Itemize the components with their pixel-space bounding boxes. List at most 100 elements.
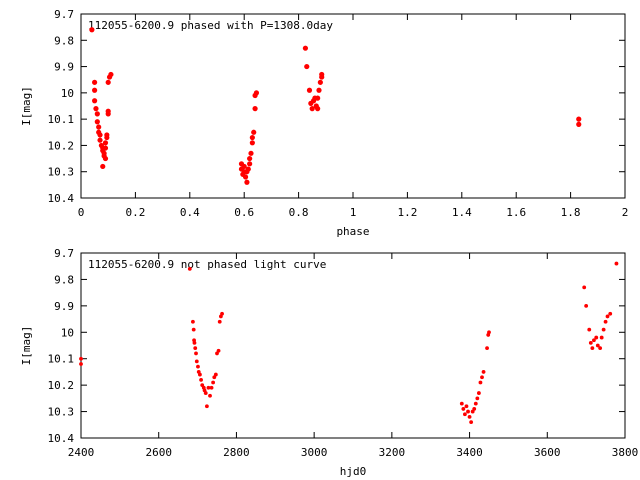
phased-data-point: [244, 179, 250, 185]
phased-data-point: [94, 119, 100, 125]
unphased-data-point: [220, 311, 224, 316]
unphased-data-point: [469, 420, 474, 425]
unphased-x-axis-label: hjd0: [340, 465, 367, 478]
phased-data-point: [576, 116, 582, 122]
unphased-data-point: [194, 359, 199, 364]
unphased-data-point: [598, 346, 603, 351]
unphased-data-point: [485, 346, 489, 351]
unphased-y-tick-label: 10.4: [48, 432, 75, 445]
unphased-data-point: [476, 391, 481, 395]
phased-y-axis-label: I[mag]: [20, 86, 33, 126]
unphased-data-point: [481, 370, 486, 374]
unphased-y-tick-label: 9.8: [54, 273, 74, 286]
phased-data-point: [302, 45, 308, 51]
unphased-data-point: [473, 401, 478, 406]
phased-data-point: [315, 106, 321, 112]
phased-data-point: [104, 132, 110, 138]
phased-data-point: [97, 132, 103, 138]
phased-y-tick-label: 10.3: [48, 166, 75, 179]
phased-data-point: [97, 137, 103, 143]
unphased-plot-frame: [80, 252, 626, 439]
phased-x-tick-label: 1.2: [397, 206, 417, 219]
unphased-x-tick-label: 3600: [534, 446, 561, 459]
unphased-data-point: [198, 372, 202, 377]
unphased-x-tick-label: 3800: [612, 446, 639, 459]
phased-x-tick-label: 0: [78, 206, 85, 219]
unphased-data-point: [478, 380, 483, 385]
phased-data-point: [306, 87, 313, 93]
phased-data-point: [94, 111, 100, 117]
phased-x-tick-label: 2: [622, 206, 629, 219]
unphased-data-point: [475, 396, 480, 401]
phased-y-tick-label: 10.1: [48, 113, 75, 126]
phased-data-point: [249, 134, 255, 141]
unphased-x-tick-label: 3200: [379, 446, 406, 459]
unphased-data-point: [79, 362, 83, 366]
phased-data-point: [249, 140, 255, 146]
unphased-y-axis-label: I[mag]: [20, 326, 33, 366]
phased-data-point: [102, 145, 109, 151]
phased-y-tick-label: 10: [61, 87, 74, 100]
unphased-y-tick-label: 10.2: [48, 379, 75, 392]
phased-y-tick-label: 9.9: [54, 61, 74, 74]
phased-data-point: [315, 95, 321, 101]
unphased-data-point: [603, 319, 608, 324]
unphased-data-point: [592, 338, 596, 343]
unphased-panel: 2400 2600 2800 3000 3200 3400 3600 3800 9.7 9.8 9.…: [20, 247, 638, 478]
unphased-data-point: [487, 330, 491, 335]
unphased-data-point: [461, 407, 466, 411]
unphased-data-point: [605, 314, 610, 319]
phased-x-axis-label: phase: [336, 225, 369, 238]
unphased-data-point: [466, 409, 470, 414]
phased-data-point: [92, 79, 98, 85]
unphased-data-point: [590, 346, 595, 351]
unphased-data-point: [211, 380, 216, 385]
phased-x-tick-label: 1.6: [506, 206, 526, 219]
phased-data-point: [248, 150, 254, 156]
unphased-data-point: [588, 340, 593, 345]
unphased-data-point: [594, 335, 599, 340]
phased-data-point: [242, 174, 249, 180]
unphased-data-point: [191, 319, 195, 324]
phased-x-tick-label: 0.4: [180, 206, 200, 219]
phased-data-point: [102, 140, 109, 146]
unphased-data-point: [217, 319, 222, 324]
phased-y-tick-label: 9.7: [54, 8, 74, 21]
unphased-y-tick-label: 10: [61, 326, 74, 339]
phased-x-tick-label: 0.2: [125, 206, 145, 219]
phased-x-tick-label: 1.8: [561, 206, 581, 219]
unphased-data-point: [601, 327, 606, 332]
phased-x-tick-label: 1: [350, 206, 357, 219]
unphased-y-tick-label: 10.1: [48, 353, 75, 366]
unphased-data-point: [599, 335, 604, 340]
unphased-data-point: [203, 391, 208, 395]
unphased-data-point: [208, 393, 212, 398]
unphased-data-point: [584, 303, 589, 308]
unphased-data-point: [595, 343, 600, 348]
phased-data-point: [245, 166, 251, 172]
phased-data-point: [241, 163, 247, 170]
phased-x-tick-label: 1.4: [452, 206, 472, 219]
phased-data-point: [89, 27, 95, 33]
unphased-data-point: [79, 356, 83, 361]
unphased-data-point: [193, 346, 198, 351]
phased-panel: 0 0.2 0.4 0.6 0.8 1 1.2 1.4 1.6 1.8 2 9.7 9.8 9.9 10 10…: [20, 8, 628, 238]
phased-plot-frame: [80, 13, 626, 199]
unphased-data-point: [463, 412, 467, 417]
unphased-y-tick-label: 9.7: [54, 247, 74, 260]
phased-data-point: [92, 87, 98, 93]
phased-data-point: [102, 155, 109, 162]
phased-data-point: [253, 90, 260, 96]
unphased-data-point: [213, 372, 218, 377]
unphased-data-point: [199, 377, 203, 382]
unphased-x-tick-label: 3000: [301, 446, 328, 459]
phased-data-point: [105, 79, 111, 85]
phased-data-point: [252, 106, 258, 112]
unphased-x-tick-label: 2600: [145, 446, 172, 459]
unphased-data-point: [614, 261, 619, 266]
phased-data-point: [105, 108, 111, 114]
phased-chart-title: 112055-6200.9 phased with P=1308.0day: [88, 19, 333, 32]
unphased-data-point: [608, 311, 613, 316]
phased-x-tick-label: 0.6: [234, 206, 254, 219]
